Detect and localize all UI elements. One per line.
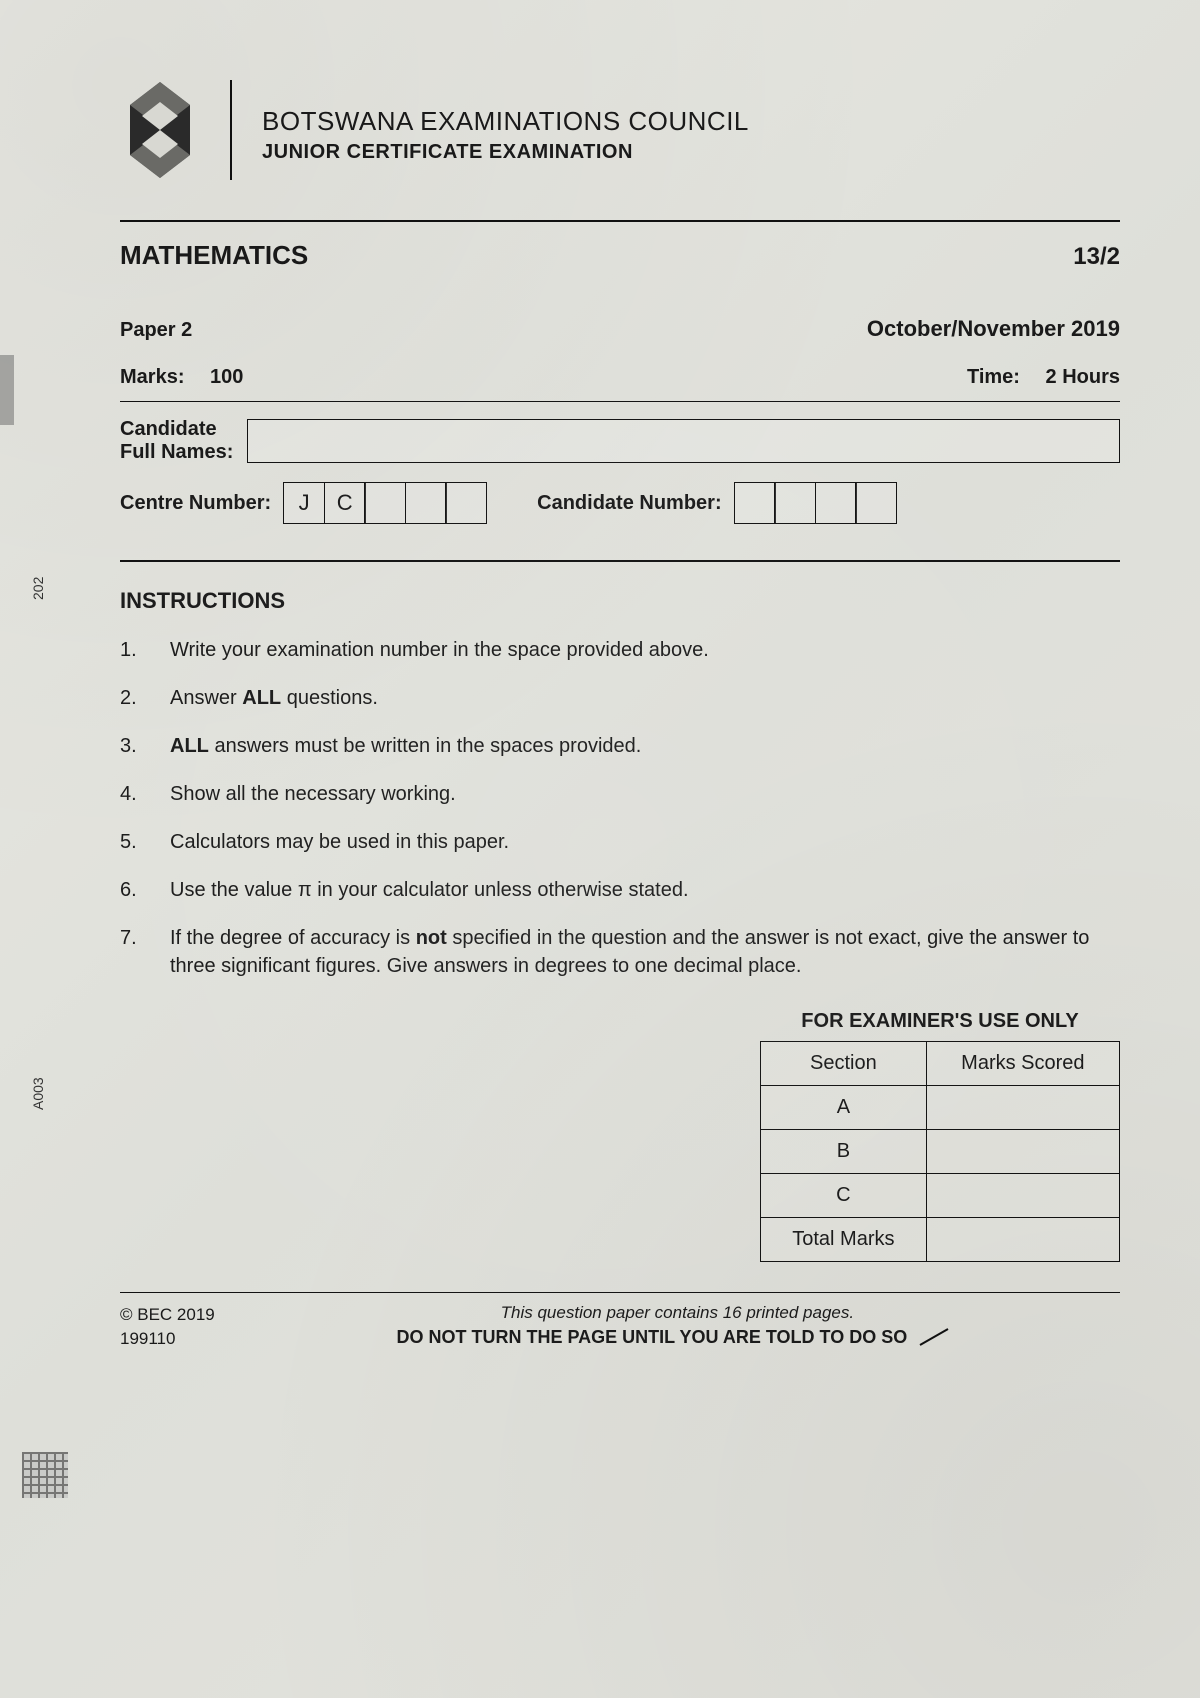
candidate-name-field: Candidate Full Names:: [120, 418, 1120, 464]
paper-code: 13/2: [1073, 243, 1120, 271]
council-logo-icon: [120, 80, 200, 180]
score-marks-cell[interactable]: [926, 1130, 1119, 1174]
centre-cell-0[interactable]: J: [283, 482, 325, 524]
time-value: 2 Hours: [1046, 366, 1120, 388]
candidate-number-group: Candidate Number:: [537, 482, 897, 524]
instruction-text: ALL answers must be written in the space…: [170, 732, 641, 760]
centre-number-cells[interactable]: J C: [283, 482, 487, 524]
footer-line2-text: DO NOT TURN THE PAGE UNTIL YOU ARE TOLD …: [397, 1327, 908, 1347]
score-section-cell: C: [761, 1174, 927, 1218]
marks: Marks: 100: [120, 366, 243, 389]
score-row: C: [761, 1174, 1120, 1218]
page-turn-mark-icon: [918, 1327, 958, 1347]
marks-value: 100: [210, 366, 243, 388]
score-section-cell: A: [761, 1086, 927, 1130]
cand-cell-3[interactable]: [855, 482, 897, 524]
subject-row: MATHEMATICS 13/2: [120, 240, 1120, 271]
score-head-section: Section: [761, 1042, 927, 1086]
instruction-text: Show all the necessary working.: [170, 780, 456, 808]
exam-cover-page: 202 A003 BOTSWANA EXAMINATIONS COUNCIL J…: [0, 0, 1200, 1698]
exam-session: October/November 2019: [867, 316, 1120, 342]
instruction-number: 1.: [120, 636, 144, 664]
number-row: Centre Number: J C Candidate Number:: [120, 482, 1120, 524]
marks-label: Marks:: [120, 366, 184, 388]
candidate-number-cells[interactable]: [734, 482, 898, 524]
instruction-number: 3.: [120, 732, 144, 760]
scan-edge-mark: [0, 355, 14, 425]
score-head-marks: Marks Scored: [926, 1042, 1119, 1086]
score-marks-cell[interactable]: [926, 1086, 1119, 1130]
side-code-1: 202: [30, 577, 46, 600]
instruction-text: Use the value π in your calculator unles…: [170, 876, 689, 904]
footer: © BEC 2019 199110 This question paper co…: [120, 1303, 1120, 1351]
exam-name: JUNIOR CERTIFICATE EXAMINATION: [262, 141, 749, 164]
footer-mid: This question paper contains 16 printed …: [235, 1303, 1120, 1348]
centre-cell-1[interactable]: C: [324, 482, 366, 524]
instruction-item: 6. Use the value π in your calculator unl…: [120, 876, 1120, 904]
instruction-number: 6.: [120, 876, 144, 904]
barcode-mark: [22, 1452, 68, 1498]
cand-cell-0[interactable]: [734, 482, 776, 524]
instruction-item: 7. If the degree of accuracy is not speci…: [120, 924, 1120, 980]
examiner-caption: FOR EXAMINER'S USE ONLY: [760, 1010, 1120, 1033]
instruction-text: Answer ALL questions.: [170, 684, 378, 712]
instructions-title: INSTRUCTIONS: [120, 588, 1120, 614]
instruction-item: 3. ALL answers must be written in the spa…: [120, 732, 1120, 760]
header-divider: [230, 80, 232, 180]
header: BOTSWANA EXAMINATIONS COUNCIL JUNIOR CER…: [120, 80, 1120, 180]
paper-row: Paper 2 October/November 2019: [120, 295, 1120, 342]
score-table: Section Marks Scored ABCTotal Marks: [760, 1041, 1120, 1262]
subject: MATHEMATICS: [120, 240, 308, 271]
instruction-item: 5. Calculators may be used in this paper.: [120, 828, 1120, 856]
score-total-label: Total Marks: [761, 1218, 927, 1262]
footer-line2: DO NOT TURN THE PAGE UNTIL YOU ARE TOLD …: [235, 1327, 1120, 1348]
centre-number-label: Centre Number:: [120, 492, 271, 515]
instruction-text: Write your examination number in the spa…: [170, 636, 709, 664]
rule-footer: [120, 1292, 1120, 1293]
examiner-box-wrap: FOR EXAMINER'S USE ONLY Section Marks Sc…: [120, 1010, 1120, 1262]
cand-cell-2[interactable]: [815, 482, 857, 524]
score-total-cell[interactable]: [926, 1218, 1119, 1262]
marks-time-row: Marks: 100 Time: 2 Hours: [120, 366, 1120, 389]
instruction-item: 1. Write your examination number in the s…: [120, 636, 1120, 664]
instruction-number: 4.: [120, 780, 144, 808]
time-label: Time:: [967, 366, 1020, 388]
instruction-number: 2.: [120, 684, 144, 712]
examiner-box: FOR EXAMINER'S USE ONLY Section Marks Sc…: [760, 1010, 1120, 1262]
cand-cell-1[interactable]: [774, 482, 816, 524]
centre-number-group: Centre Number: J C: [120, 482, 487, 524]
score-section-cell: B: [761, 1130, 927, 1174]
instruction-item: 2. Answer ALL questions.: [120, 684, 1120, 712]
score-row: A: [761, 1086, 1120, 1130]
footer-ref: 199110: [120, 1327, 215, 1351]
instruction-text: Calculators may be used in this paper.: [170, 828, 509, 856]
score-marks-cell[interactable]: [926, 1174, 1119, 1218]
rule-mid2: [120, 560, 1120, 562]
side-code-2: A003: [30, 1077, 46, 1110]
org-block: BOTSWANA EXAMINATIONS COUNCIL JUNIOR CER…: [262, 96, 749, 164]
candidate-name-input[interactable]: [247, 419, 1120, 463]
score-total-row: Total Marks: [761, 1218, 1120, 1262]
rule-mid1: [120, 401, 1120, 402]
score-body: ABCTotal Marks: [761, 1086, 1120, 1262]
centre-cell-3[interactable]: [405, 482, 447, 524]
score-row: B: [761, 1130, 1120, 1174]
paper-number: Paper 2: [120, 319, 192, 342]
copyright: © BEC 2019: [120, 1303, 215, 1327]
candidate-name-label: Candidate Full Names:: [120, 418, 233, 464]
rule-top: [120, 220, 1120, 222]
instruction-number: 7.: [120, 924, 144, 980]
instructions-list: 1. Write your examination number in the s…: [120, 636, 1120, 980]
footer-line1: This question paper contains 16 printed …: [235, 1303, 1120, 1323]
org-name: BOTSWANA EXAMINATIONS COUNCIL: [262, 106, 749, 137]
time: Time: 2 Hours: [967, 366, 1120, 389]
centre-cell-4[interactable]: [445, 482, 487, 524]
candidate-number-label: Candidate Number:: [537, 492, 721, 515]
instruction-text: If the degree of accuracy is not specifi…: [170, 924, 1120, 980]
instruction-number: 5.: [120, 828, 144, 856]
instruction-item: 4. Show all the necessary working.: [120, 780, 1120, 808]
footer-left: © BEC 2019 199110: [120, 1303, 215, 1351]
centre-cell-2[interactable]: [364, 482, 406, 524]
